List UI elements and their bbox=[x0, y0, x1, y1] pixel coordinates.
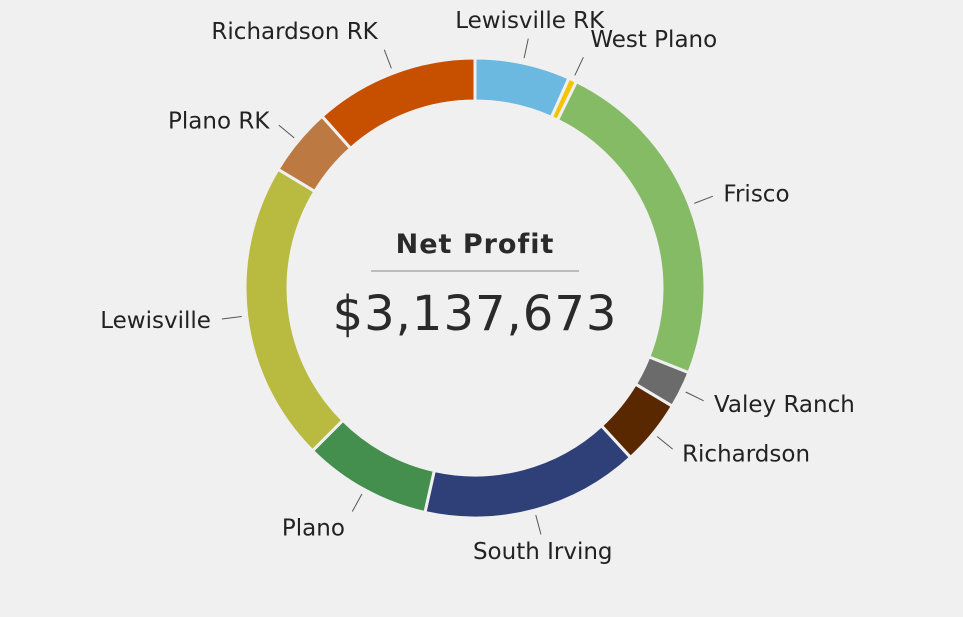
leader-line-west-plano bbox=[574, 56, 584, 76]
leader-line-frisco bbox=[694, 195, 714, 204]
slice-south-irving[interactable] bbox=[423, 423, 633, 520]
label-west-plano: West Plano bbox=[590, 27, 717, 53]
leader-line-richardson bbox=[656, 436, 673, 450]
label-lewisville: Lewisville bbox=[100, 308, 211, 334]
center-summary: Net Profit $3,137,673 bbox=[333, 229, 618, 342]
leader-line-valey-ranch bbox=[685, 391, 704, 402]
donut-slices bbox=[243, 56, 707, 520]
leader-line-lewisville-rk bbox=[523, 38, 529, 59]
label-frisco: Frisco bbox=[723, 182, 789, 208]
center-value: $3,137,673 bbox=[333, 286, 618, 342]
slice-lewisville[interactable] bbox=[243, 167, 345, 453]
label-south-irving: South Irving bbox=[473, 539, 613, 565]
leader-line-lewisville bbox=[221, 316, 242, 320]
label-plano-rk: Plano RK bbox=[168, 109, 270, 135]
label-richardson-rk: Richardson RK bbox=[211, 19, 378, 45]
label-valey-ranch: Valey Ranch bbox=[714, 392, 855, 418]
center-title: Net Profit bbox=[396, 229, 555, 260]
slice-richardson-rk[interactable] bbox=[319, 56, 477, 151]
leader-line-plano bbox=[351, 493, 363, 512]
label-plano: Plano bbox=[282, 516, 345, 542]
leader-line-richardson-rk bbox=[383, 49, 392, 69]
leader-line-plano-rk bbox=[278, 124, 295, 139]
label-richardson: Richardson bbox=[682, 442, 810, 468]
label-lewisville-rk: Lewisville RK bbox=[455, 8, 605, 34]
leader-line-south-irving bbox=[535, 514, 542, 535]
